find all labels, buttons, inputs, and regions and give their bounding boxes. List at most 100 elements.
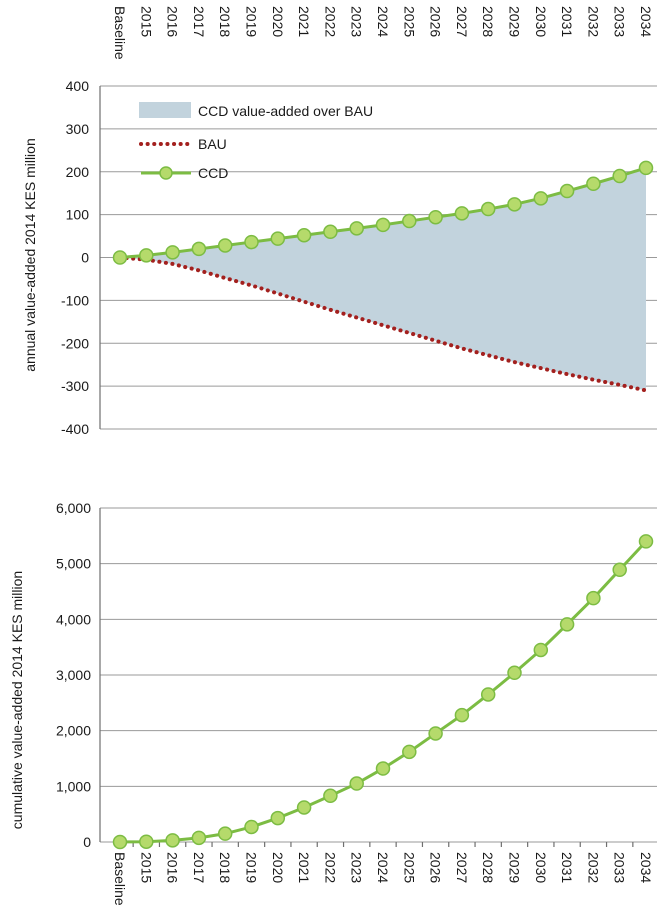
top-y-tick-label: -100	[61, 292, 89, 308]
ccd-points-annual	[112, 160, 654, 265]
ccd-cumulative-point	[244, 819, 259, 835]
series-line-cumulative-ccd	[119, 540, 648, 844]
bottom-x-tick-label: 2022	[322, 852, 338, 883]
series-line-bau	[118, 255, 648, 393]
top-x-tick-label: 2033	[612, 6, 628, 37]
bottom-y-tick-label: 0	[83, 834, 91, 850]
bottom-x-tick-label: Baseline	[112, 852, 128, 906]
ccd-cumulative-point	[428, 726, 443, 741]
ccd-annual-point	[638, 160, 654, 176]
annual-value-added-chart: Baseline 2015 2016 2017 2018 2019 2020 2021 2022…	[22, 6, 657, 437]
cumulative-value-added-chart: 0 1,000 2,000 3,000 4,000 5,000 6,000 Baseline…	[9, 500, 657, 906]
bottom-x-tick-label: 2029	[507, 852, 523, 883]
bottom-x-tick-label: 2027	[454, 852, 470, 883]
top-x-tick-label: 2017	[191, 6, 207, 37]
top-x-tick-label: 2022	[322, 6, 338, 37]
ccd-annual-point	[454, 206, 470, 221]
ccd-annual-point	[296, 227, 312, 243]
ccd-annual-point	[191, 241, 207, 257]
bottom-x-tick-label: 2030	[533, 852, 549, 883]
top-y-tick-label: 400	[66, 78, 90, 94]
ccd-cumulative-point	[323, 788, 338, 804]
area-ccd-value-added-over-bau	[120, 167, 646, 391]
ccd-cumulative-point	[191, 830, 207, 846]
bottom-x-tick-label: 2033	[612, 852, 628, 883]
top-x-tick-label: 2019	[244, 6, 260, 37]
ccd-annual-point	[270, 231, 286, 246]
ccd-cumulative-point	[612, 562, 627, 578]
top-x-tick-label: 2023	[349, 6, 365, 37]
ccd-annual-point	[507, 197, 522, 212]
ccd-cumulative-point	[507, 665, 522, 681]
ccd-cumulative-point	[270, 810, 286, 826]
ccd-annual-point	[559, 183, 575, 199]
top-x-tick-label: 2032	[585, 6, 601, 37]
bottom-x-tick-label: 2028	[480, 852, 496, 883]
top-x-tick-label: 2031	[559, 6, 575, 37]
top-x-tick-label: 2026	[428, 6, 444, 37]
bottom-y-tick-label: 4,000	[56, 611, 91, 627]
ccd-cumulative-point	[349, 776, 364, 791]
ccd-cumulative-point	[296, 800, 312, 815]
bottom-x-tick-label: 2034	[638, 852, 654, 883]
bottom-x-tick-label: 2023	[349, 852, 365, 883]
ccd-cumulative-point	[533, 642, 549, 658]
top-y-axis-title: annual value-added 2014 KES million	[22, 138, 38, 372]
ccd-cumulative-point	[454, 707, 470, 723]
top-x-tick-label: 2030	[533, 6, 549, 37]
ccd-annual-point	[586, 176, 601, 192]
ccd-cumulative-point	[375, 761, 391, 776]
legend-label-bau: BAU	[198, 136, 227, 152]
ccd-cumulative-point	[480, 687, 496, 702]
bottom-x-tick-label: 2016	[165, 852, 181, 883]
legend-marker-ccd	[159, 166, 173, 180]
bottom-x-tick-label: 2015	[138, 852, 154, 883]
ccd-annual-point	[533, 191, 549, 206]
bottom-x-tick-label: 2031	[559, 852, 575, 883]
top-x-tick-label: 2027	[454, 6, 470, 37]
bottom-x-tick-label: 2019	[244, 852, 260, 883]
bottom-gridlines	[99, 507, 657, 847]
legend: CCD value-added over BAU BAU CCD	[139, 102, 373, 181]
top-x-tick-label: 2021	[296, 6, 312, 37]
top-y-tick-label: 300	[66, 121, 90, 137]
bottom-x-tick-label: 2018	[217, 852, 233, 883]
ccd-cumulative-point	[217, 826, 233, 841]
ccd-cumulative-point	[139, 834, 154, 849]
bottom-x-tick-label: 2021	[296, 852, 312, 883]
bottom-y-tick-label: 5,000	[56, 556, 91, 572]
ccd-annual-point	[112, 250, 128, 265]
ccd-cumulative-point	[112, 834, 128, 850]
legend-label-area: CCD value-added over BAU	[198, 103, 373, 119]
top-x-tick-label: 2024	[375, 6, 391, 37]
top-x-tick-labels: Baseline 2015 2016 2017 2018 2019 2020 2021 2022…	[112, 6, 654, 60]
top-y-tick-label: -400	[61, 421, 89, 437]
bottom-y-tick-label: 1,000	[56, 778, 91, 794]
bottom-x-tick-label: 2032	[585, 852, 601, 883]
ccd-annual-point	[349, 221, 364, 236]
ccd-cumulative-point	[165, 833, 180, 848]
bottom-x-tick-label: 2026	[428, 852, 444, 883]
bottom-x-tick-label: 2024	[375, 852, 391, 883]
top-y-tick-label: 200	[66, 164, 90, 180]
ccd-annual-point	[139, 248, 154, 263]
bottom-y-tick-label: 3,000	[56, 667, 91, 683]
top-y-tick-label: 100	[66, 207, 90, 223]
top-x-tick-label: 2034	[638, 6, 654, 37]
bottom-x-tick-label: 2025	[401, 852, 417, 883]
bottom-x-tick-label: 2017	[191, 852, 207, 883]
ccd-annual-point	[375, 217, 391, 233]
ccd-annual-point	[217, 238, 233, 253]
bottom-y-axis-title: cumulative value-added 2014 KES million	[9, 571, 25, 829]
ccd-annual-point	[165, 245, 180, 260]
ccd-cumulative-point	[638, 534, 654, 549]
top-x-tick-label: 2016	[165, 6, 181, 37]
top-x-tick-label: 2020	[270, 6, 286, 37]
ccd-cumulative-point	[402, 744, 417, 760]
legend-label-ccd: CCD	[198, 165, 228, 181]
top-x-tick-label: 2015	[138, 6, 154, 37]
legend-swatch-area	[139, 102, 191, 118]
bottom-x-tick-labels: Baseline 2015 2016 2017 2018 2019 2020 2021 2022…	[112, 852, 654, 906]
ccd-cumulative-point	[559, 617, 575, 632]
